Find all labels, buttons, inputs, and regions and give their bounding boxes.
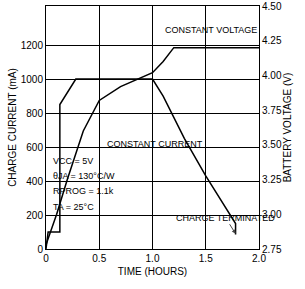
- svg-text:0: 0: [43, 253, 49, 264]
- svg-text:CONSTANT CURRENT: CONSTANT CURRENT: [107, 139, 203, 149]
- svg-text:TIME (HOURS): TIME (HOURS): [118, 266, 187, 277]
- svg-text:200: 200: [26, 210, 43, 221]
- svg-text:2.0: 2.0: [252, 253, 266, 264]
- svg-text:3.75: 3.75: [262, 105, 282, 116]
- svg-text:CHARGE TERMINATED: CHARGE TERMINATED: [176, 213, 275, 223]
- svg-text:4.00: 4.00: [262, 70, 282, 81]
- svg-text:1000: 1000: [21, 74, 44, 85]
- svg-text:600: 600: [26, 142, 43, 153]
- svg-text:TA = 25°C: TA = 25°C: [53, 202, 94, 212]
- svg-text:θJA = 130°C/W: θJA = 130°C/W: [53, 171, 115, 181]
- svg-text:3.00: 3.00: [262, 209, 282, 220]
- svg-text:0.5: 0.5: [92, 253, 106, 264]
- svg-text:BATTERY VOLTAGE (V): BATTERY VOLTAGE (V): [282, 73, 293, 183]
- svg-text:CHARGE CURRENT (mA): CHARGE CURRENT (mA): [7, 68, 18, 187]
- svg-text:1.5: 1.5: [199, 253, 213, 264]
- svg-text:2.75: 2.75: [262, 244, 282, 255]
- svg-text:1200: 1200: [21, 40, 44, 51]
- svg-text:400: 400: [26, 176, 43, 187]
- svg-text:3.50: 3.50: [262, 139, 282, 150]
- svg-text:800: 800: [26, 108, 43, 119]
- svg-text:3.25: 3.25: [262, 174, 282, 185]
- svg-text:0: 0: [37, 244, 43, 255]
- svg-text:CONSTANT VOLTAGE: CONSTANT VOLTAGE: [165, 25, 257, 35]
- svg-text:1.0: 1.0: [146, 253, 160, 264]
- svg-text:4.25: 4.25: [262, 35, 282, 46]
- svg-text:VCC = 5V: VCC = 5V: [53, 156, 93, 166]
- svg-text:RPROG = 1.1k: RPROG = 1.1k: [53, 186, 114, 196]
- svg-text:4.50: 4.50: [262, 1, 282, 12]
